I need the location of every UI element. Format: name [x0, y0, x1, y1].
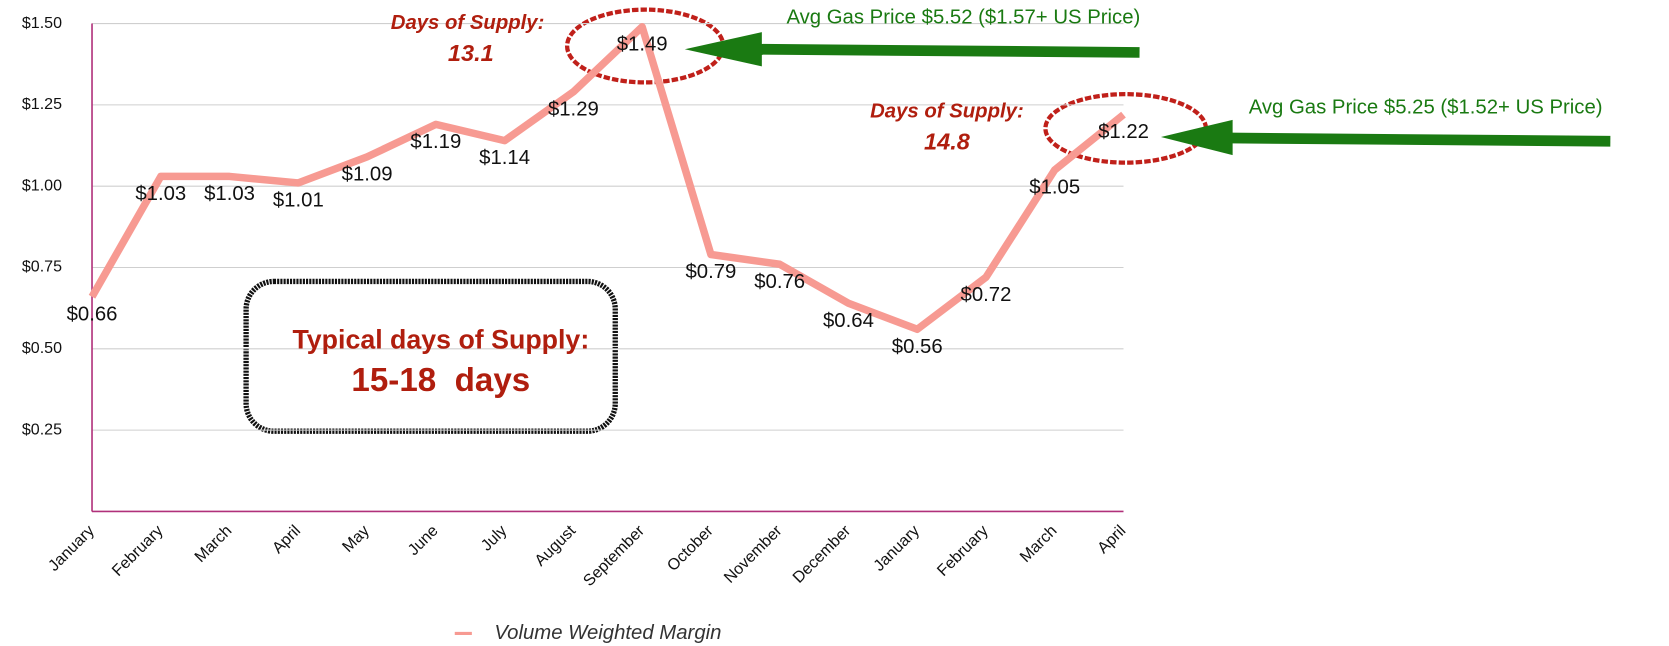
- x-tick-label: April: [269, 522, 304, 557]
- data-label: $1.14: [479, 147, 530, 169]
- arrow-head: [1160, 119, 1233, 156]
- annotation: 13.1: [448, 40, 494, 66]
- x-tick-label: September: [580, 521, 649, 590]
- data-label: $1.49: [617, 33, 668, 55]
- x-tick-label: February: [934, 522, 992, 580]
- x-tick-label: August: [531, 521, 579, 569]
- x-tick-label: July: [478, 522, 511, 555]
- data-label: $1.01: [273, 189, 324, 211]
- annotation: Days of Supply:: [391, 12, 545, 34]
- data-label: $1.29: [548, 98, 599, 120]
- y-tick-label: $1.00: [22, 176, 62, 194]
- annotation: 14.8: [924, 129, 971, 155]
- data-label: $1.22: [1098, 121, 1149, 143]
- x-tick-label: February: [108, 522, 166, 580]
- data-label: $0.79: [685, 261, 736, 283]
- y-tick-label: $0.50: [22, 339, 62, 357]
- x-tick-label: March: [191, 522, 235, 566]
- x-tick-label: April: [1094, 522, 1129, 557]
- x-tick-label: December: [789, 521, 855, 587]
- series-line: [88, 23, 1126, 334]
- data-label: $1.09: [342, 163, 393, 185]
- callout-box: [243, 278, 618, 434]
- data-label: $0.56: [892, 336, 943, 358]
- data-label: $0.72: [961, 284, 1012, 306]
- y-tick-label: $0.75: [22, 258, 62, 276]
- data-label: $0.64: [823, 310, 874, 332]
- legend-label: Volume Weighted Margin: [494, 622, 721, 644]
- data-label: $1.03: [204, 183, 255, 205]
- annotation: Days of Supply:: [870, 101, 1024, 123]
- y-tick-label: $1.50: [22, 14, 62, 32]
- data-label: $0.66: [67, 303, 118, 325]
- x-tick-label: January: [870, 522, 923, 575]
- x-tick-label: October: [664, 521, 718, 575]
- x-tick-label: January: [45, 522, 98, 575]
- y-tick-label: $0.25: [22, 420, 62, 438]
- annotation: Typical days of Supply:: [292, 324, 589, 354]
- annotation: 15-18 days: [351, 362, 530, 399]
- arrow: [754, 43, 1140, 58]
- data-label: $1.05: [1029, 176, 1080, 198]
- x-tick-label: June: [404, 522, 441, 559]
- y-tick-label: $1.25: [22, 95, 62, 113]
- data-label: $1.03: [135, 183, 186, 205]
- x-tick-label: March: [1016, 522, 1060, 566]
- arrow: [1230, 132, 1611, 147]
- data-label: $1.19: [410, 131, 461, 153]
- x-tick-label: May: [339, 522, 373, 556]
- arrow-head: [684, 32, 762, 67]
- annotation: Avg Gas Price $5.25 ($1.52+ US Price): [1249, 96, 1603, 118]
- annotation: Avg Gas Price $5.52 ($1.57+ US Price): [786, 7, 1140, 29]
- data-label: $0.76: [754, 271, 805, 293]
- x-tick-label: November: [720, 521, 786, 587]
